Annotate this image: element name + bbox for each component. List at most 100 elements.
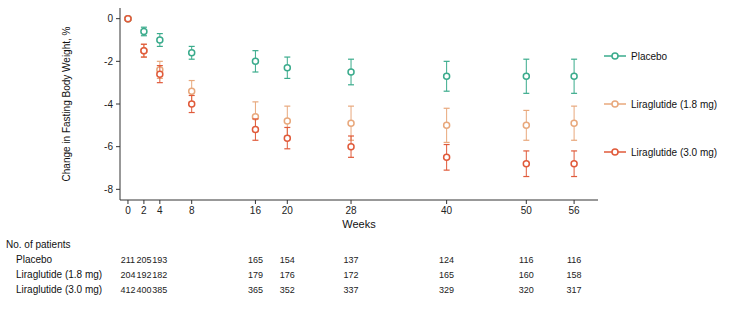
point	[157, 37, 163, 43]
point	[284, 135, 290, 141]
point	[252, 127, 258, 133]
error-bar-cap	[444, 170, 450, 171]
legend-label: Liraglutide (3.0 mg)	[631, 147, 717, 158]
error-bar-cap	[523, 150, 529, 151]
error-bar-cap	[284, 148, 290, 149]
x-tick	[143, 200, 144, 204]
point	[141, 28, 147, 34]
x-tick	[191, 200, 192, 204]
y-axis-label: Change in Fasting Body Weight, %	[61, 26, 72, 181]
error-bar	[444, 145, 450, 171]
x-tick	[127, 200, 128, 204]
error-bar-cap	[252, 140, 258, 141]
error-bar-cap	[141, 56, 147, 57]
series	[125, 16, 577, 94]
point	[125, 16, 131, 22]
legend-marker	[612, 53, 618, 59]
error-bar	[523, 151, 529, 177]
y-tick	[116, 18, 120, 19]
x-tick-label: 50	[521, 205, 533, 216]
table-cell: 165	[439, 270, 454, 280]
table-cell: 205	[136, 255, 151, 265]
table-cell: 365	[248, 285, 263, 295]
table-cell: 385	[152, 285, 167, 295]
error-bar	[252, 119, 258, 140]
error-bar	[571, 151, 577, 177]
error-bar-cap	[348, 84, 354, 85]
x-tick-label: 16	[250, 205, 262, 216]
plot-area	[125, 16, 577, 177]
y-tick	[116, 104, 120, 105]
x-tick	[574, 200, 575, 204]
table-cell: 160	[519, 270, 534, 280]
error-bar-cap	[523, 176, 529, 177]
table-row-label: Placebo	[16, 254, 53, 265]
point	[571, 120, 577, 126]
table-cell: 172	[344, 270, 359, 280]
error-bar-cap	[348, 106, 354, 107]
error-bar	[141, 44, 147, 57]
error-bar-cap	[189, 95, 195, 96]
table-cell: 352	[280, 285, 295, 295]
x-tick-label: 20	[282, 205, 294, 216]
y-tick-label: -4	[104, 99, 113, 110]
error-bar-cap	[189, 80, 195, 81]
legend-label: Liraglutide (1.8 mg)	[631, 99, 717, 110]
error-bar-cap	[444, 91, 450, 92]
error-bar-cap	[284, 78, 290, 79]
point	[348, 69, 354, 75]
y-tick-label: -6	[104, 141, 113, 152]
point	[523, 73, 529, 79]
table-cell: 158	[567, 270, 582, 280]
error-bar-cap	[141, 56, 147, 57]
point	[157, 71, 163, 77]
table-cell: 317	[567, 285, 582, 295]
error-bar-cap	[252, 101, 258, 102]
point	[189, 50, 195, 56]
error-bar	[141, 44, 147, 57]
table-cell: 116	[519, 255, 533, 265]
table-cell: 337	[344, 285, 359, 295]
y-tick	[116, 146, 120, 147]
error-bar-cap	[141, 44, 147, 45]
chart: 02481620284050560-2-4-6-8WeeksChange in …	[0, 0, 735, 317]
error-bar	[141, 27, 147, 36]
error-bar	[523, 110, 529, 140]
point	[125, 16, 131, 22]
table-row-label: Liraglutide (3.0 mg)	[16, 284, 102, 295]
error-bar-cap	[157, 61, 163, 62]
y-tick-label: 0	[107, 13, 113, 24]
error-bar-cap	[571, 176, 577, 177]
point	[141, 48, 147, 54]
y-tick	[116, 189, 120, 190]
table-cell: 165	[248, 255, 263, 265]
error-bar-cap	[571, 93, 577, 94]
table-cell: 211	[121, 255, 135, 265]
table-cell: 182	[152, 270, 167, 280]
x-tick	[159, 200, 160, 204]
table-cell: 154	[280, 255, 295, 265]
error-bar-cap	[189, 46, 195, 47]
table-header: No. of patients	[6, 239, 70, 250]
error-bar	[252, 51, 258, 72]
point	[523, 161, 529, 167]
table-cell: 116	[567, 255, 581, 265]
error-bar-cap	[141, 44, 147, 45]
error-bar-cap	[523, 59, 529, 60]
y-tick	[116, 61, 120, 62]
error-bar-cap	[189, 112, 195, 113]
error-bar-cap	[348, 135, 354, 136]
error-bar-cap	[444, 108, 450, 109]
x-tick-label: 56	[569, 205, 581, 216]
legend: PlaceboLiraglutide (1.8 mg)Liraglutide (…	[604, 51, 717, 158]
error-bar-cap	[284, 56, 290, 57]
x-tick	[255, 200, 256, 204]
point	[523, 122, 529, 128]
x-tick	[351, 200, 352, 204]
series	[125, 16, 577, 143]
error-bar-cap	[157, 82, 163, 83]
table-cell: 124	[439, 255, 454, 265]
y-tick-label: -8	[104, 184, 113, 195]
error-bar-cap	[157, 33, 163, 34]
x-tick-label: 4	[157, 205, 163, 216]
